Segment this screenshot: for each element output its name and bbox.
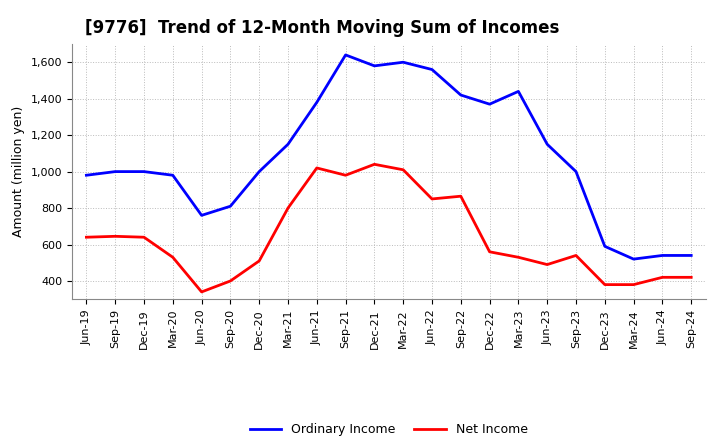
Net Income	[629, 282, 638, 287]
Net Income	[399, 167, 408, 172]
Ordinary Income	[428, 67, 436, 72]
Ordinary Income	[514, 89, 523, 94]
Legend: Ordinary Income, Net Income: Ordinary Income, Net Income	[245, 418, 533, 440]
Line: Net Income: Net Income	[86, 164, 691, 292]
Net Income	[370, 161, 379, 167]
Net Income	[168, 255, 177, 260]
Ordinary Income	[82, 172, 91, 178]
Net Income	[687, 275, 696, 280]
Net Income	[485, 249, 494, 254]
Net Income	[572, 253, 580, 258]
Net Income	[312, 165, 321, 171]
Ordinary Income	[687, 253, 696, 258]
Ordinary Income	[140, 169, 148, 174]
Ordinary Income	[485, 102, 494, 107]
Ordinary Income	[341, 52, 350, 58]
Ordinary Income	[111, 169, 120, 174]
Net Income	[658, 275, 667, 280]
Net Income	[197, 289, 206, 294]
Net Income	[82, 235, 91, 240]
Net Income	[428, 196, 436, 202]
Y-axis label: Amount (million yen): Amount (million yen)	[12, 106, 25, 237]
Net Income	[456, 194, 465, 199]
Ordinary Income	[658, 253, 667, 258]
Net Income	[111, 234, 120, 239]
Ordinary Income	[255, 169, 264, 174]
Net Income	[255, 258, 264, 264]
Net Income	[543, 262, 552, 267]
Ordinary Income	[572, 169, 580, 174]
Net Income	[226, 279, 235, 284]
Net Income	[600, 282, 609, 287]
Net Income	[514, 255, 523, 260]
Ordinary Income	[399, 59, 408, 65]
Ordinary Income	[629, 257, 638, 262]
Ordinary Income	[600, 244, 609, 249]
Net Income	[140, 235, 148, 240]
Line: Ordinary Income: Ordinary Income	[86, 55, 691, 259]
Net Income	[284, 205, 292, 211]
Net Income	[341, 172, 350, 178]
Ordinary Income	[284, 142, 292, 147]
Ordinary Income	[226, 204, 235, 209]
Ordinary Income	[312, 100, 321, 105]
Text: [9776]  Trend of 12-Month Moving Sum of Incomes: [9776] Trend of 12-Month Moving Sum of I…	[85, 19, 559, 37]
Ordinary Income	[370, 63, 379, 69]
Ordinary Income	[456, 92, 465, 98]
Ordinary Income	[197, 213, 206, 218]
Ordinary Income	[168, 172, 177, 178]
Ordinary Income	[543, 142, 552, 147]
